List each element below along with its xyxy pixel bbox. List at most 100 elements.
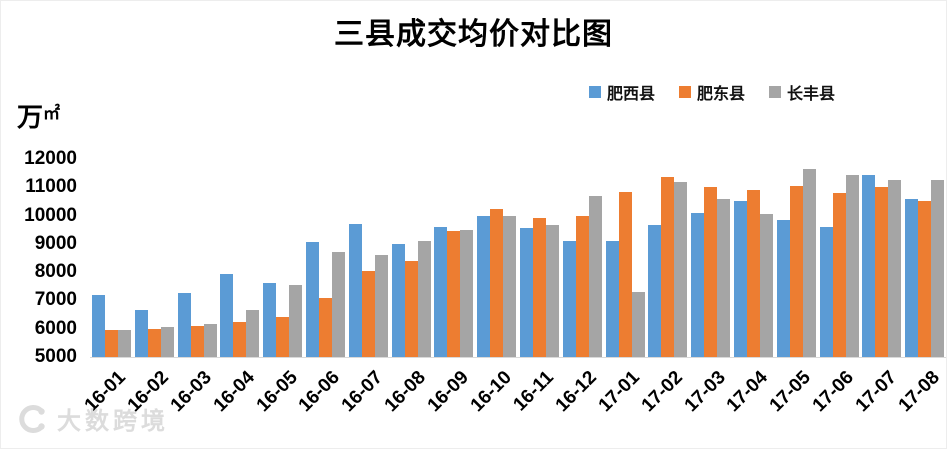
bar-16-12-长丰县: [588, 195, 602, 357]
bar-17-05-肥东县: [789, 185, 803, 357]
bar-16-07-肥西县: [348, 224, 362, 357]
bar-16-12-肥东县: [575, 215, 589, 357]
bar-17-05-肥西县: [776, 219, 790, 357]
legend: 肥西县 肥东县 长丰县: [589, 80, 835, 104]
y-tick-label: 5000: [34, 346, 77, 367]
bar-16-11-肥西县: [519, 228, 533, 357]
chart-title: 三县成交均价对比图: [334, 18, 613, 51]
x-tick-label: 17-02: [637, 367, 687, 417]
legend-item-0: 肥西县: [589, 80, 655, 104]
bar-17-02-长丰县: [674, 181, 688, 357]
bar-16-07-长丰县: [374, 255, 388, 357]
y-axis-unit-label: 万 ㎡: [17, 104, 60, 130]
bar-17-03-肥东县: [704, 187, 718, 357]
x-tick-label: 16-12: [551, 367, 602, 417]
bar-16-02-长丰县: [160, 327, 174, 357]
bar-17-03-长丰县: [717, 198, 731, 357]
y-axis-unit-main: 万: [17, 102, 44, 132]
x-tick-label: 16-10: [466, 367, 516, 417]
bar-17-04-长丰县: [759, 214, 773, 357]
bar-17-06-肥东县: [832, 192, 846, 357]
bar-16-07-肥东县: [361, 270, 375, 357]
x-tick-label: 16-05: [252, 367, 302, 417]
bar-16-04-肥西县: [220, 273, 234, 357]
legend-label: 长丰县: [787, 86, 836, 103]
x-tick-label: 17-05: [765, 367, 816, 417]
watermark: 大数跨境: [15, 401, 169, 436]
bar-17-06-肥西县: [819, 226, 833, 357]
bar-17-02-肥东县: [661, 177, 675, 357]
bar-17-01-长丰县: [631, 291, 645, 357]
legend-label: 肥西县: [607, 86, 656, 103]
bar-17-04-肥西县: [733, 201, 747, 357]
bar-16-10-长丰县: [503, 215, 517, 357]
bar-17-04-肥东县: [746, 190, 760, 357]
bar-16-10-肥西县: [477, 215, 491, 357]
bar-16-04-肥东县: [233, 321, 247, 357]
watermark-logo-icon: [19, 404, 45, 433]
bar-16-06-长丰县: [331, 252, 345, 357]
y-tick-label: 8000: [34, 261, 77, 283]
x-tick-label: 16-04: [209, 367, 259, 417]
x-tick-label: 16-09: [423, 367, 473, 417]
bar-16-06-肥西县: [305, 242, 319, 357]
bar-17-01-肥西县: [605, 241, 619, 357]
bar-17-08-肥西县: [905, 198, 919, 357]
y-tick-label: 7000: [34, 289, 77, 311]
x-tick-label: 17-03: [680, 367, 730, 417]
x-tick-label: 17-07: [851, 367, 901, 417]
bar-16-02-肥东县: [147, 328, 161, 357]
bar-16-05-长丰县: [289, 284, 303, 357]
bar-17-08-肥东县: [918, 201, 932, 357]
bar-16-08-肥西县: [391, 243, 405, 357]
x-tick-label: 16-07: [337, 367, 388, 417]
legend-swatch-icon: [589, 86, 601, 98]
bar-16-01-长丰县: [117, 330, 131, 357]
bar-16-03-肥西县: [177, 293, 191, 357]
bar-16-11-肥东县: [532, 218, 546, 357]
bar-16-09-长丰县: [460, 229, 474, 357]
bar-16-03-长丰县: [203, 324, 217, 357]
bar-16-05-肥西县: [263, 283, 277, 357]
bar-16-09-肥西县: [434, 226, 448, 357]
x-tick-label: 17-01: [594, 367, 644, 417]
bar-17-03-肥西县: [691, 212, 705, 357]
bar-16-04-长丰县: [246, 310, 260, 357]
bar-16-05-肥东县: [276, 317, 290, 357]
legend-label: 肥东县: [697, 86, 746, 103]
y-tick-label: 11000: [25, 176, 77, 198]
x-tick-label: 17-08: [894, 367, 944, 417]
bar-16-03-肥东县: [190, 325, 204, 357]
bar-17-02-肥西县: [648, 225, 662, 357]
bar-17-07-肥西县: [862, 174, 876, 357]
bar-17-08-长丰县: [931, 180, 945, 357]
y-tick-label: 10000: [24, 204, 77, 226]
x-tick-label: 16-11: [509, 367, 559, 416]
y-tick-label: 12000: [24, 148, 77, 169]
y-tick-label: 6000: [34, 317, 77, 339]
bar-16-06-肥东县: [318, 297, 332, 357]
legend-item-2: 长丰县: [769, 80, 835, 104]
legend-swatch-icon: [679, 86, 692, 98]
x-tick-label: 17-06: [808, 367, 858, 417]
watermark-text: 大数跨境: [57, 408, 169, 435]
bar-17-07-肥东县: [875, 187, 889, 357]
y-tick-label: 9000: [34, 232, 77, 254]
bar-16-08-长丰县: [417, 241, 431, 357]
bar-17-01-肥东县: [618, 191, 632, 357]
x-tick-label: 16-06: [295, 367, 345, 417]
bar-17-07-长丰县: [888, 180, 902, 357]
bar-17-05-长丰县: [802, 168, 816, 357]
bar-16-11-长丰县: [545, 225, 559, 357]
legend-swatch-icon: [769, 86, 782, 98]
bar-16-10-肥东县: [490, 208, 504, 357]
bar-16-02-肥西县: [134, 310, 148, 357]
bar-17-06-长丰县: [845, 174, 859, 357]
legend-item-1: 肥东县: [679, 80, 745, 104]
bar-16-12-肥西县: [562, 241, 576, 357]
x-tick-label: 16-08: [380, 367, 430, 417]
bar-16-01-肥东县: [104, 330, 118, 357]
y-axis-unit-sub: ㎡: [43, 104, 61, 123]
bar-16-01-肥西县: [91, 294, 105, 357]
